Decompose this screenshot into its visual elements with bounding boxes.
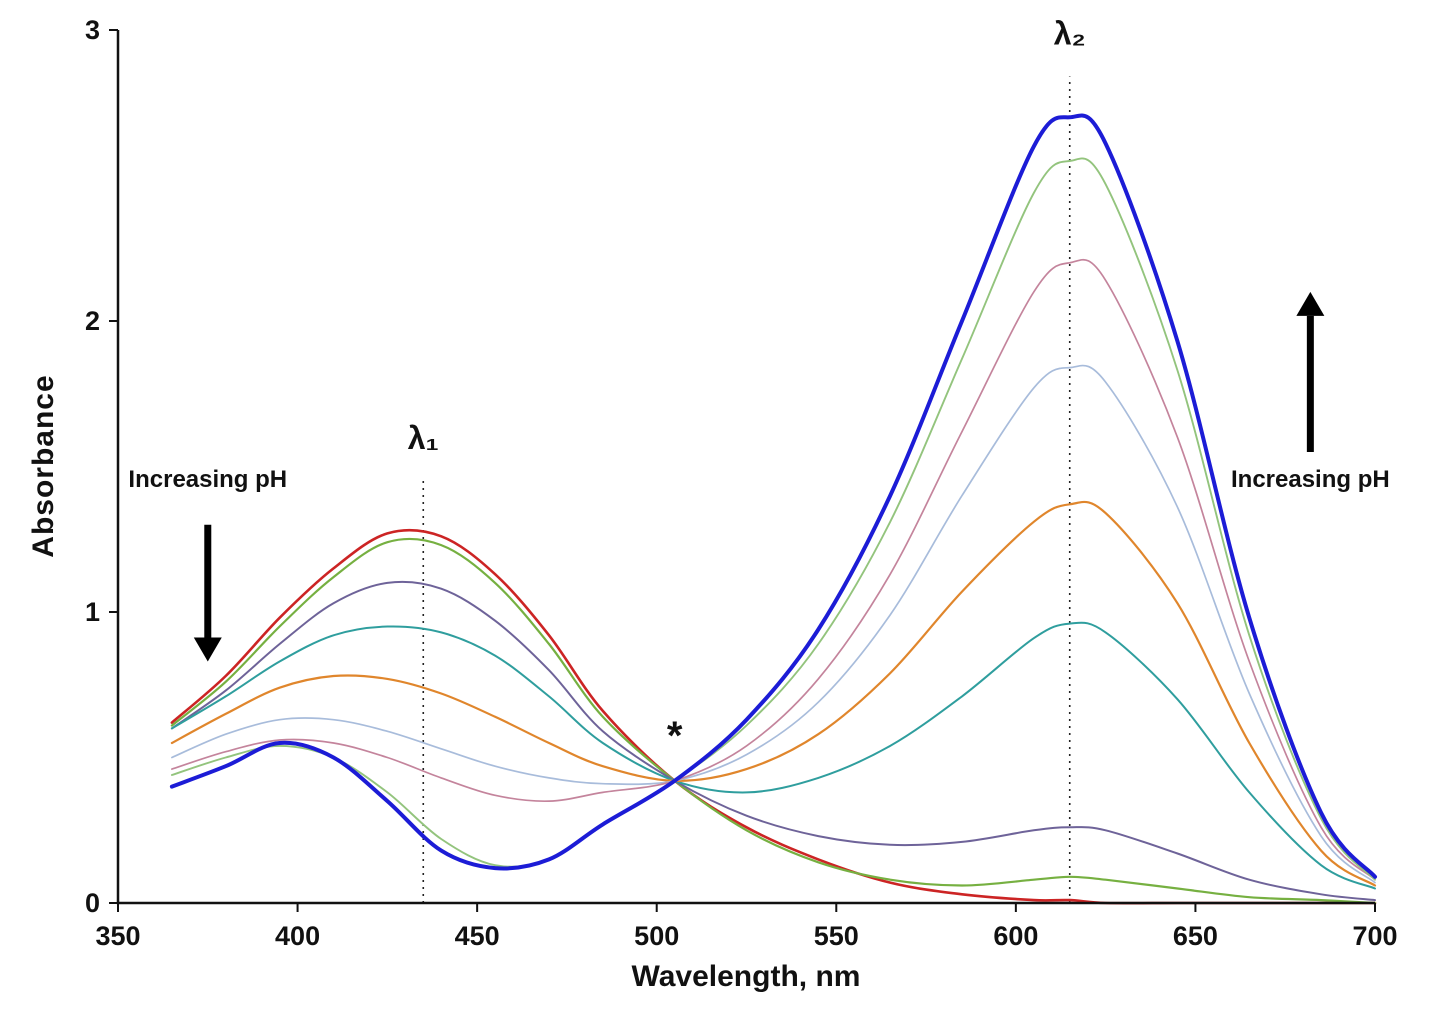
series-line-curve-1 bbox=[170, 528, 1377, 905]
x-tick-label: 650 bbox=[1173, 921, 1218, 951]
y-tick-label: 0 bbox=[85, 888, 100, 918]
series-line-curve-3 bbox=[170, 580, 1376, 902]
axis-lines bbox=[116, 30, 1375, 905]
x-tick-label: 400 bbox=[275, 921, 320, 951]
increasing-ph-down-arrow-text: Increasing pH bbox=[128, 466, 287, 493]
x-tick-label: 600 bbox=[993, 921, 1038, 951]
x-tick-label: 550 bbox=[814, 921, 859, 951]
increasing-ph-up-arrow-head bbox=[1296, 291, 1325, 316]
series-line-curve-4 bbox=[170, 621, 1376, 890]
x-tick-label: 700 bbox=[1352, 921, 1397, 951]
series-line-curve-6 bbox=[171, 364, 1376, 884]
increasing-ph-down-arrow-head bbox=[193, 637, 222, 662]
increasing-ph-up-arrow-text: Increasing pH bbox=[1231, 466, 1390, 493]
x-tick-label: 450 bbox=[455, 921, 500, 951]
lambda2-label: λ₂ bbox=[1054, 16, 1086, 52]
isosbestic-point-marker: * bbox=[667, 714, 683, 758]
series-line-curve-9 bbox=[169, 113, 1377, 879]
guide-lines bbox=[422, 76, 1071, 903]
x-tick-label: 350 bbox=[95, 921, 140, 951]
series-line-curve-8 bbox=[170, 157, 1376, 881]
lambda1-label: λ₁ bbox=[408, 420, 439, 456]
series-line-curve-7 bbox=[171, 258, 1376, 881]
series-line-curve-5 bbox=[170, 500, 1377, 887]
series-group bbox=[169, 113, 1377, 905]
x-tick-label: 500 bbox=[634, 921, 679, 951]
annotations: λ₁ λ₂ * Increasing pH Increasing pH bbox=[128, 16, 1389, 758]
series-line-curve-2 bbox=[170, 537, 1377, 905]
axes: 350 400 450 500 550 600 650 700 0 1 2 3 bbox=[85, 15, 1398, 951]
y-tick-label: 3 bbox=[85, 15, 100, 45]
y-tick-label: 2 bbox=[85, 306, 100, 336]
y-tick-label: 1 bbox=[85, 597, 100, 627]
